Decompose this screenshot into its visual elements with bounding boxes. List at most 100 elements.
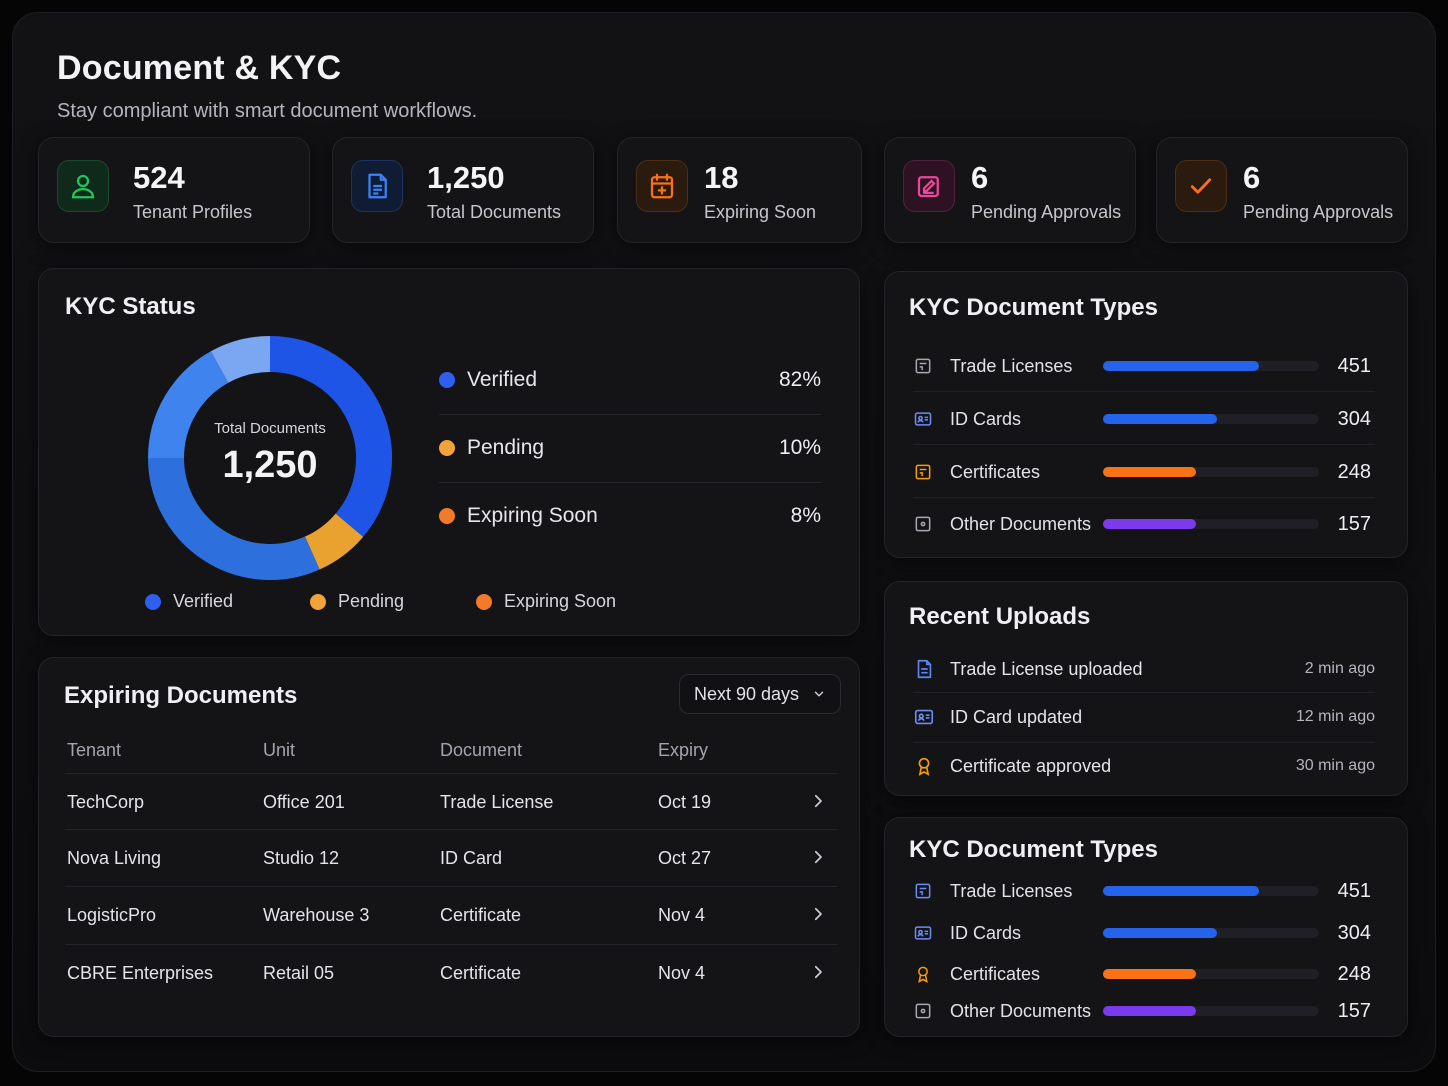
stat-value: 6	[971, 160, 989, 195]
bottom-legend-pending: Pending	[310, 591, 404, 612]
check-icon	[1175, 160, 1227, 212]
bottom-legend-verified: Verified	[145, 591, 233, 612]
progress-fill	[1103, 969, 1196, 979]
legend-name: Verified	[467, 368, 538, 391]
stat-card-total-documents[interactable]: 1,250 Total Documents	[332, 137, 594, 243]
page-subtitle: Stay compliant with smart document workf…	[57, 100, 478, 122]
chevron-right-icon[interactable]	[809, 963, 827, 981]
cell-expiry: Nov 4	[658, 905, 706, 925]
file-icon	[915, 516, 931, 532]
cell-expiry: Nov 4	[658, 963, 706, 983]
chevron-right-icon[interactable]	[809, 905, 827, 923]
progress-fill	[1103, 519, 1196, 529]
cell-unit: Warehouse 3	[263, 905, 370, 925]
legend-dot	[439, 372, 455, 388]
stat-card-pending-approvals-2[interactable]: 6 Pending Approvals	[1156, 137, 1408, 243]
stat-card-expiring-soon[interactable]: 18 Expiring Soon	[617, 137, 862, 243]
column-header-unit: Unit	[263, 740, 296, 760]
stat-card-tenant-profiles[interactable]: 524 Tenant Profiles	[38, 137, 310, 243]
upload-item[interactable]: ID Card updated 12 min ago	[913, 694, 1375, 740]
cell-unit: Retail 05	[263, 963, 335, 983]
doc-type-row-other[interactable]: Other Documents 157	[913, 502, 1371, 546]
donut-segment-pending	[304, 513, 364, 570]
date-range-dropdown[interactable]: Next 90 days	[679, 674, 841, 714]
table-row[interactable]: TechCorp Office 201 Trade License Oct 19	[65, 773, 837, 829]
doc-type-name: Certificates	[950, 462, 1041, 482]
column-header-expiry: Expiry	[658, 740, 709, 760]
progress-track	[1103, 928, 1319, 938]
progress-fill	[1103, 886, 1259, 896]
donut-segment-verified-main	[269, 336, 392, 537]
legend-dot	[439, 440, 455, 456]
expiring-documents-title: Expiring Documents	[64, 682, 298, 709]
doc-type-count: 157	[1337, 513, 1371, 535]
cell-expiry: Oct 19	[658, 792, 712, 812]
doc-type-row-trade-licenses[interactable]: Trade Licenses 451	[913, 869, 1371, 913]
chevron-right-icon[interactable]	[809, 848, 827, 866]
upload-item[interactable]: Certificate approved 30 min ago	[913, 743, 1375, 789]
doc-type-row-certificates[interactable]: Certificates 248	[913, 450, 1371, 494]
row-divider	[913, 742, 1375, 743]
progress-fill	[1103, 467, 1196, 477]
progress-track	[1103, 1006, 1319, 1016]
document-icon	[917, 659, 932, 679]
legend-divider	[439, 482, 821, 483]
chevron-right-icon[interactable]	[809, 792, 827, 810]
doc-type-count: 451	[1337, 880, 1371, 902]
table-row[interactable]: Nova Living Studio 12 ID Card Oct 27	[65, 829, 837, 885]
stat-label: Expiring Soon	[704, 202, 817, 222]
document-icon	[351, 160, 403, 212]
doc-type-count: 451	[1337, 355, 1371, 377]
doc-type-count: 248	[1337, 963, 1371, 985]
calendar-icon	[636, 160, 688, 212]
stat-value: 1,250	[427, 160, 505, 195]
upload-time: 12 min ago	[1295, 708, 1375, 725]
expiring-documents-card: Expiring Documents Next 90 days Tenant U…	[38, 657, 860, 1037]
table-row[interactable]: CBRE Enterprises Retail 05 Certificate N…	[65, 944, 837, 1000]
progress-track	[1103, 886, 1319, 896]
row-divider	[913, 444, 1375, 445]
doc-type-count: 304	[1337, 922, 1371, 944]
upload-item[interactable]: Trade License uploaded 2 min ago	[913, 646, 1375, 692]
kyc-donut-chart: Total Documents 1,250	[148, 335, 392, 580]
doc-type-row-certificates[interactable]: Certificates 248	[913, 952, 1371, 996]
upload-text: Certificate approved	[950, 756, 1112, 776]
doc-type-name: Trade Licenses	[950, 881, 1073, 901]
doc-type-row-other[interactable]: Other Documents 157	[913, 989, 1371, 1033]
stat-label: Total Documents	[427, 202, 562, 222]
cell-tenant: Nova Living	[67, 848, 162, 868]
progress-track	[1103, 361, 1319, 371]
cell-tenant: TechCorp	[67, 792, 145, 812]
cell-document: Certificate	[440, 905, 522, 925]
doc-type-row-id-cards[interactable]: ID Cards 304	[913, 911, 1371, 955]
doc-type-name: ID Cards	[950, 923, 1022, 943]
cell-document: ID Card	[440, 848, 503, 868]
doc-type-row-id-cards[interactable]: ID Cards 304	[913, 397, 1371, 441]
legend-row-verified: Verified 82%	[439, 347, 821, 413]
doc-type-name: Other Documents	[950, 1001, 1092, 1021]
license-icon	[915, 358, 931, 374]
edit-icon	[903, 160, 955, 212]
upload-time: 2 min ago	[1304, 660, 1375, 677]
bottom-legend-label: Pending	[338, 591, 405, 611]
kyc-status-title: KYC Status	[65, 293, 196, 320]
progress-track	[1103, 969, 1319, 979]
progress-fill	[1103, 361, 1259, 371]
table-row[interactable]: LogisticPro Warehouse 3 Certificate Nov …	[65, 886, 837, 942]
legend-name: Expiring Soon	[467, 504, 598, 527]
cell-tenant: CBRE Enterprises	[67, 963, 214, 983]
doc-type-name: ID Cards	[950, 409, 1022, 429]
doc-type-row-trade-licenses[interactable]: Trade Licenses 451	[913, 344, 1371, 388]
bottom-legend-label: Expiring Soon	[504, 591, 617, 611]
legend-percent: 8%	[790, 504, 821, 527]
legend-percent: 10%	[778, 436, 821, 459]
legend-percent: 82%	[778, 368, 821, 391]
progress-fill	[1103, 414, 1218, 424]
cell-document: Certificate	[440, 963, 522, 983]
doc-type-name: Trade Licenses	[950, 356, 1073, 376]
legend-name: Pending	[467, 436, 545, 459]
progress-track	[1103, 414, 1319, 424]
stat-label: Pending Approvals	[971, 202, 1122, 222]
stat-value: 6	[1243, 160, 1261, 195]
stat-card-pending-approvals[interactable]: 6 Pending Approvals	[884, 137, 1136, 243]
